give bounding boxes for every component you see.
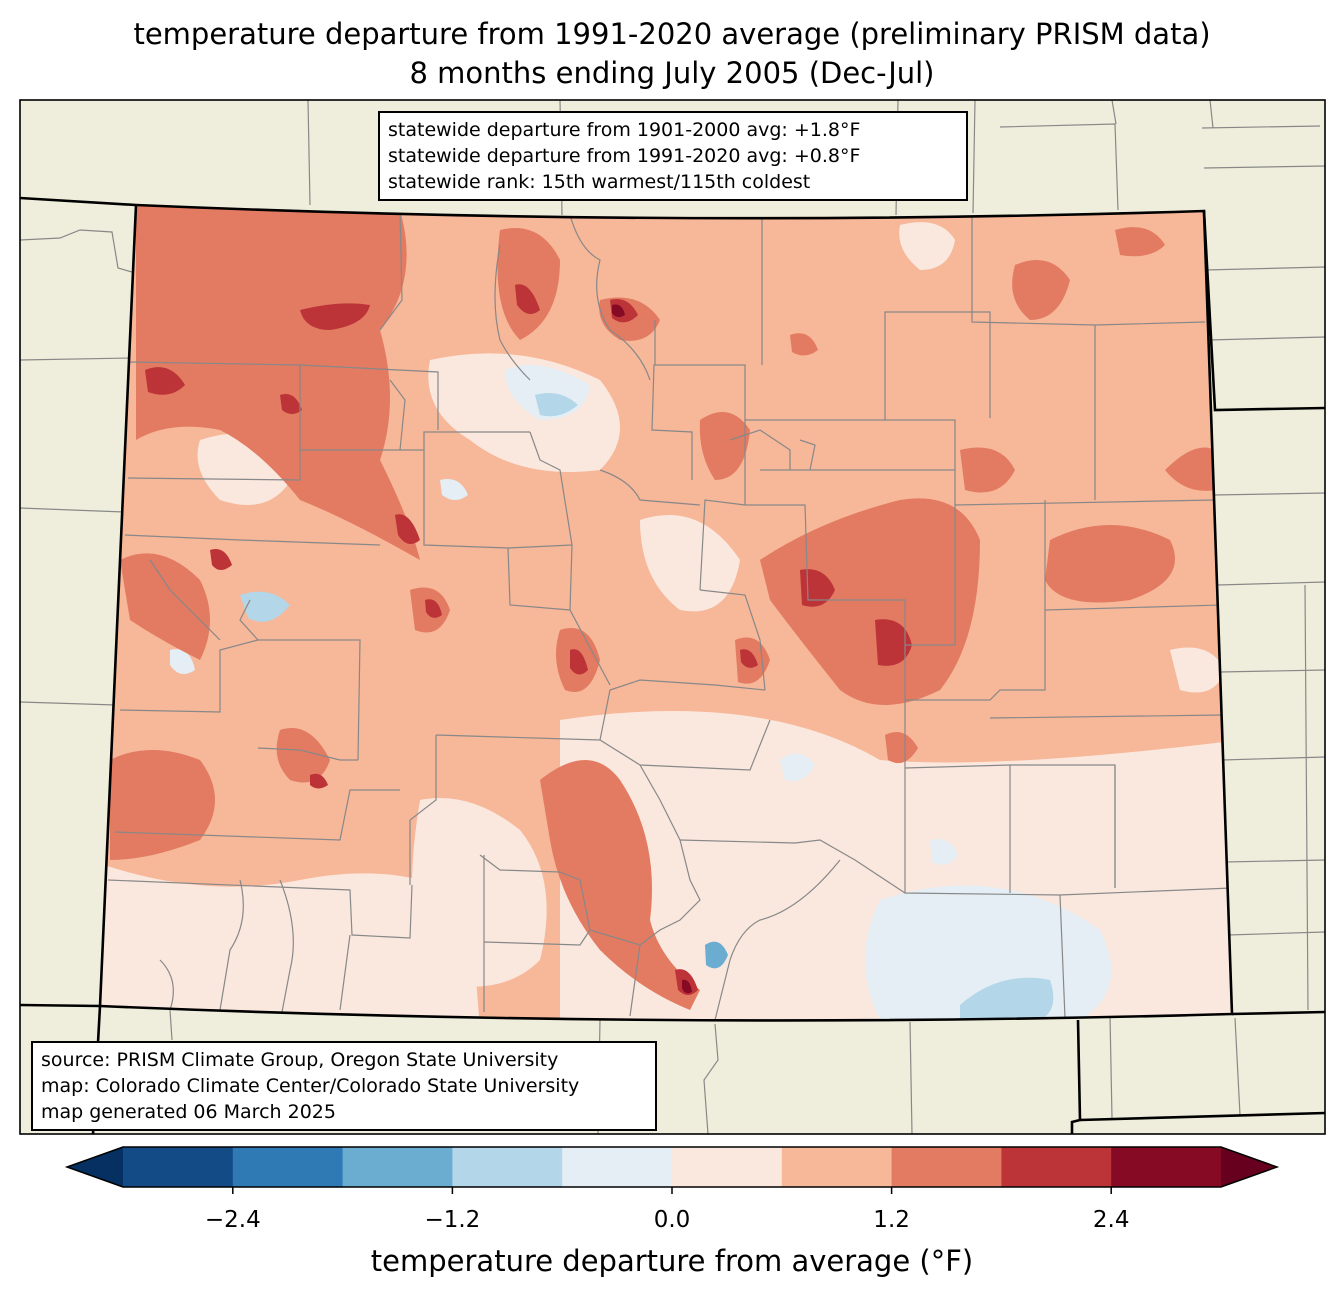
colorbar-tick-label: 1.2 — [873, 1207, 910, 1233]
colorbar-outline — [64, 1146, 1280, 1188]
statewide-stats-box: statewide departure from 1901-2000 avg: … — [378, 111, 968, 201]
stats-line-1991-2020: statewide departure from 1991-2020 avg: … — [388, 145, 861, 167]
credits-source: source: PRISM Climate Group, Oregon Stat… — [41, 1049, 559, 1071]
colorbar-tick-label: −1.2 — [424, 1207, 481, 1233]
colorbar-tick-label: 2.4 — [1092, 1207, 1130, 1233]
colorbar-over-arrow — [1221, 1147, 1277, 1187]
colorbar — [64, 1146, 1280, 1194]
map-title-line2: 8 months ending July 2005 (Dec-Jul) — [409, 56, 935, 90]
colorbar-bin — [672, 1147, 783, 1187]
colorado-departure-field — [100, 205, 1232, 1021]
credits-generated: map generated 06 March 2025 — [41, 1101, 336, 1123]
colorbar-tick-label: 0.0 — [653, 1207, 691, 1233]
map-title-line1: temperature departure from 1991-2020 ave… — [133, 17, 1211, 51]
stats-line-1901-2000: statewide departure from 1901-2000 avg: … — [388, 119, 861, 141]
colorbar-bin — [562, 1147, 673, 1187]
colorbar-bin — [1001, 1147, 1112, 1187]
colorbar-under-arrow — [67, 1147, 123, 1187]
state-borders — [20, 196, 1325, 1134]
colorbar-label: temperature departure from average (°F) — [370, 1244, 974, 1278]
stats-line-rank: statewide rank: 15th warmest/115th colde… — [388, 171, 811, 193]
colorbar-bin — [232, 1147, 344, 1187]
colorbar-bin — [342, 1147, 453, 1187]
credits-map: map: Colorado Climate Center/Colorado St… — [41, 1075, 580, 1097]
map-border — [19, 99, 1326, 1135]
colorbar-bin — [891, 1147, 1002, 1187]
colorbar-bin — [781, 1147, 893, 1187]
colorbar-bin — [123, 1147, 234, 1187]
colorbar-bin — [452, 1147, 563, 1187]
colorbar-tick-label: −2.4 — [204, 1207, 261, 1233]
colorbar-bin — [1111, 1147, 1222, 1187]
colorado-county-lines — [107, 209, 1232, 1021]
credits-box: source: PRISM Climate Group, Oregon Stat… — [31, 1041, 657, 1131]
